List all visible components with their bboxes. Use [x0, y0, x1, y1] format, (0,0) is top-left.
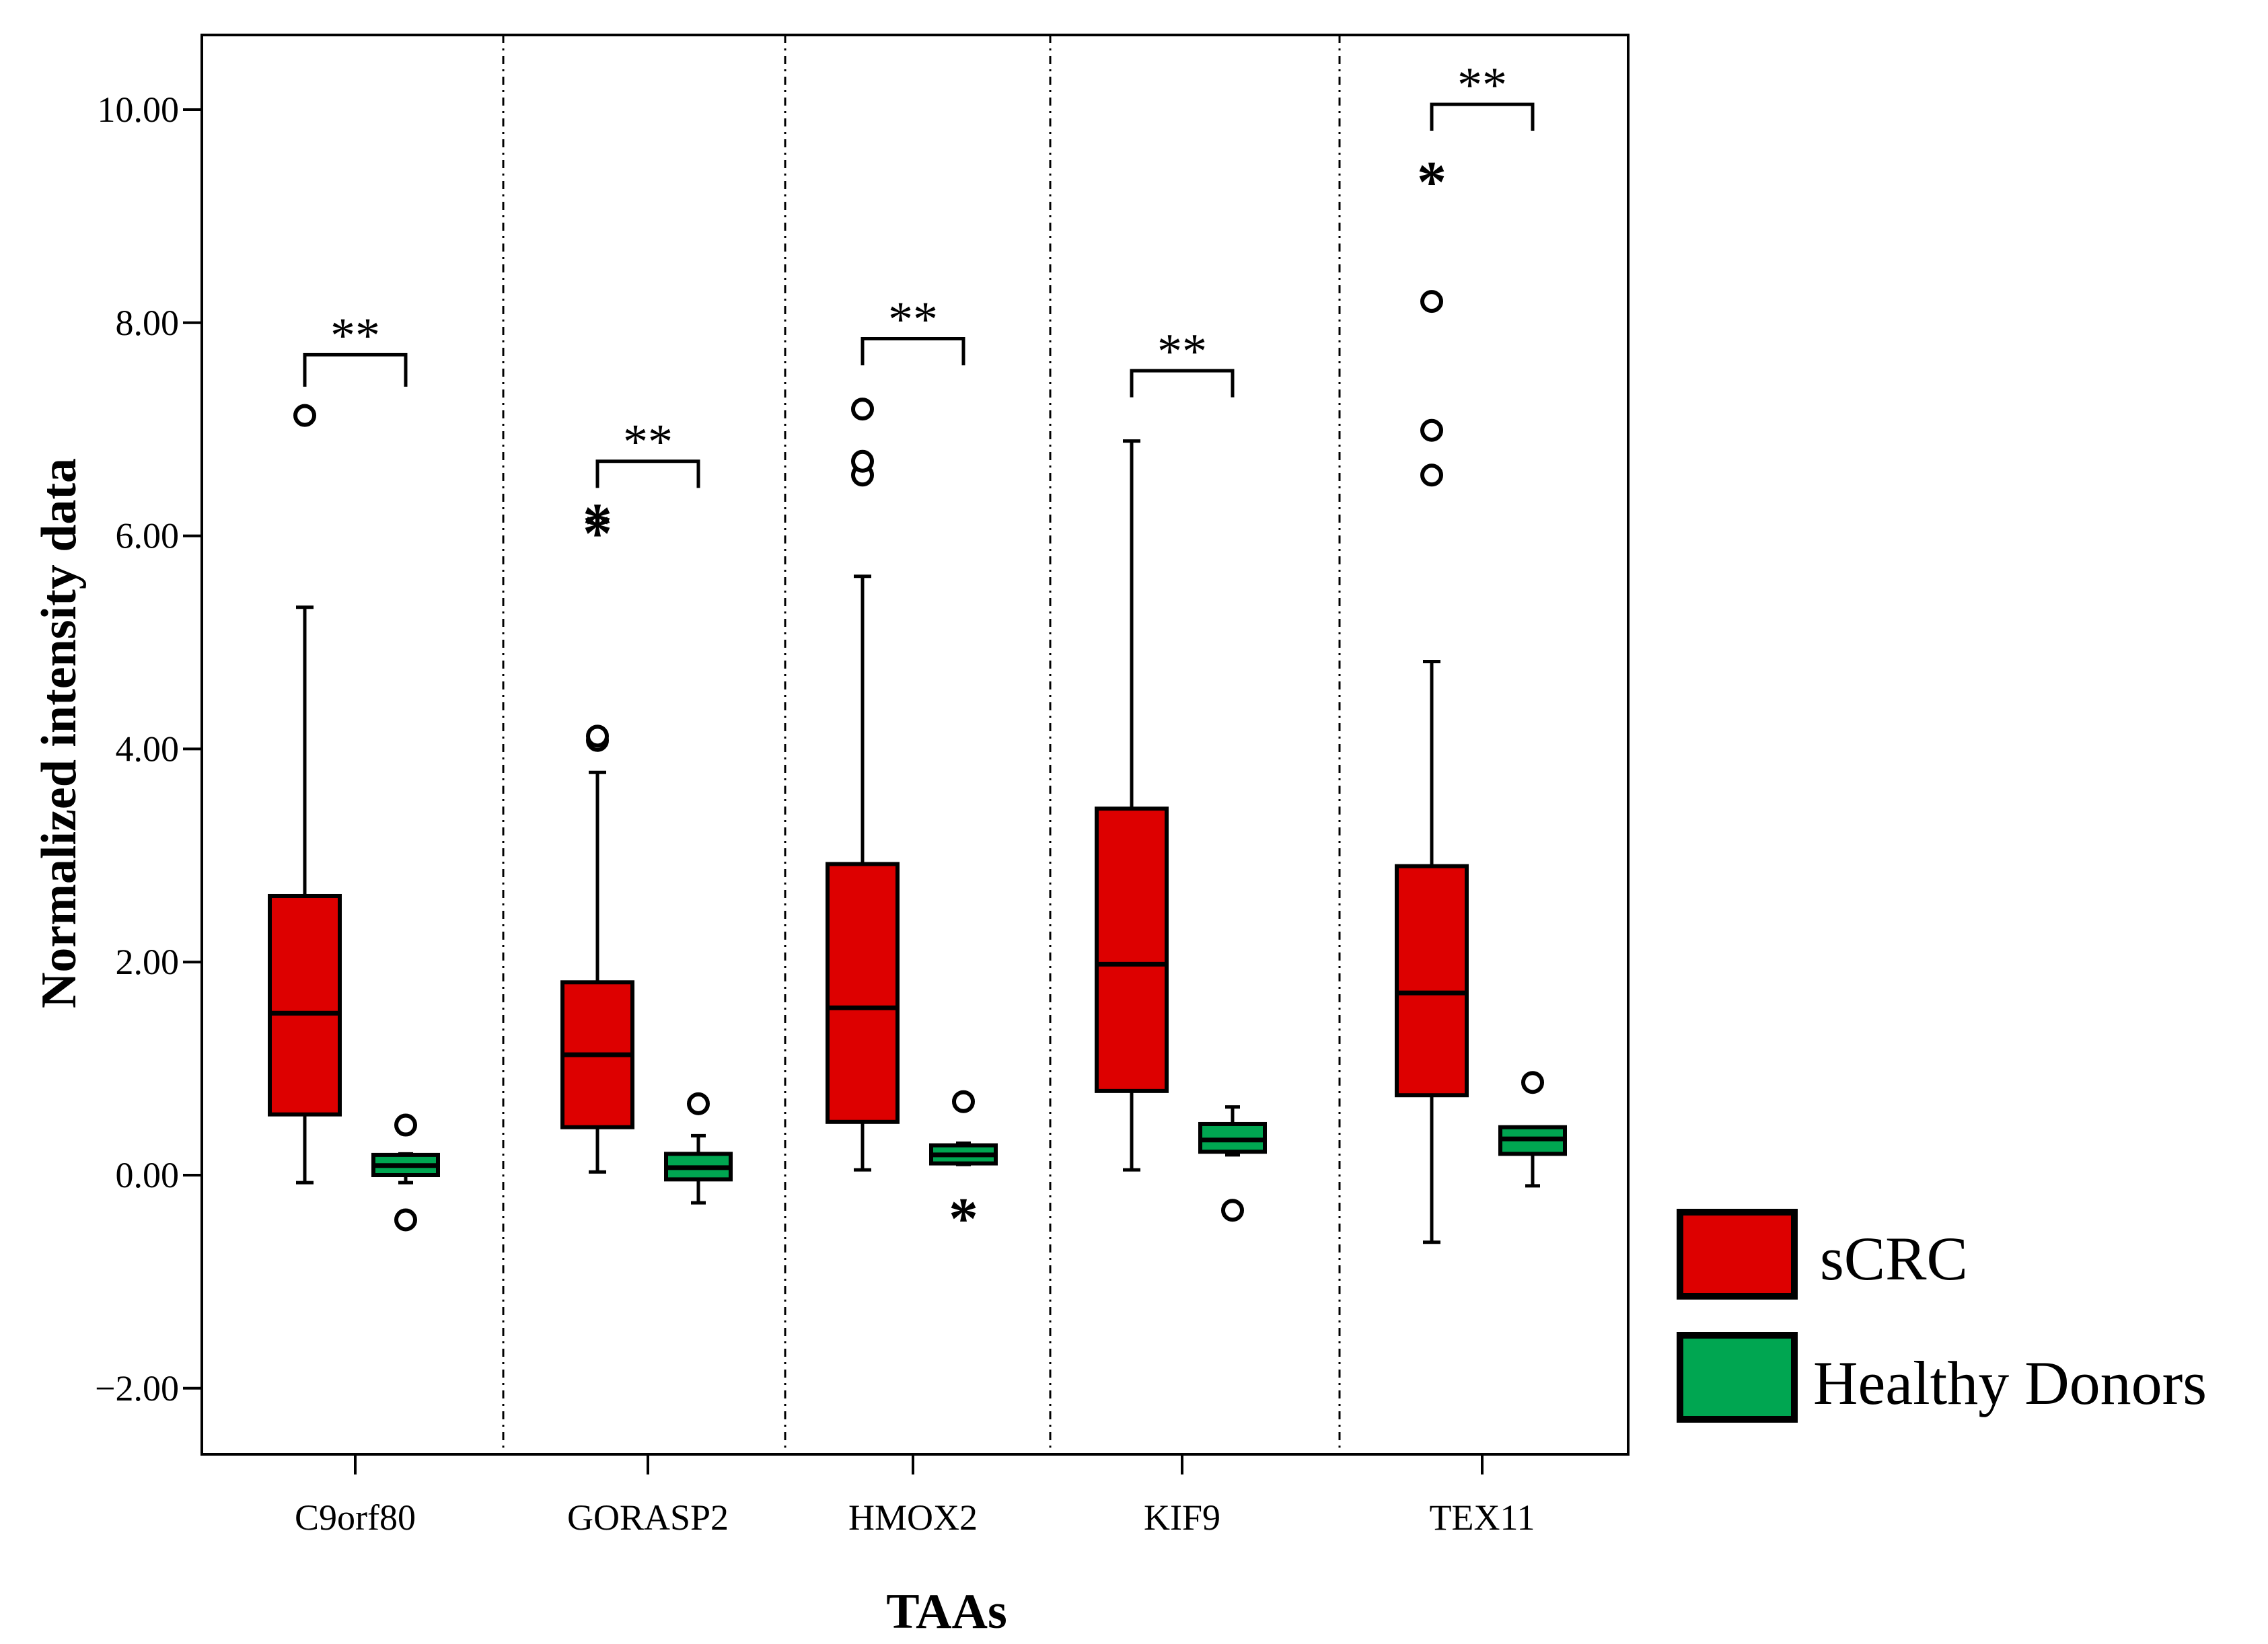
x-category-label: HMOX2	[848, 1497, 978, 1538]
x-category-label: TEX11	[1430, 1497, 1535, 1538]
x-axis-title: TAAs	[886, 1584, 1007, 1639]
plot-frame	[200, 34, 1630, 1456]
outlier-circle	[1521, 1071, 1544, 1094]
legend-label-healthy-donors: Healthy Donors	[1813, 1349, 2207, 1417]
outlier-circle	[952, 1090, 975, 1113]
box-scrc	[1095, 807, 1169, 1093]
y-tick-label: 8.00	[116, 303, 180, 343]
legend-swatch-scrc	[1677, 1209, 1798, 1300]
outlier-circle	[1420, 290, 1443, 313]
legend-label-scrc: sCRC	[1820, 1224, 1968, 1293]
significance-layer: ** ** ** ** **	[303, 58, 1535, 488]
x-category-label: C9orf80	[295, 1497, 416, 1538]
significance-bracket	[303, 352, 408, 387]
x-axis: C9orf80 GORASP2 HMOX2 KIF9 TEX11	[295, 1454, 1535, 1538]
y-axis-title: Normalized intensity data	[32, 458, 87, 1008]
box-scrc	[1395, 864, 1469, 1098]
x-category-label: GORASP2	[567, 1497, 729, 1538]
outlier-circle	[1420, 463, 1443, 487]
outlier-circle	[687, 1092, 710, 1115]
outlier-circle	[394, 1113, 417, 1137]
outlier-circle	[394, 1208, 417, 1232]
outlier-star: *	[583, 502, 612, 567]
outlier-star: *	[1417, 150, 1447, 215]
outlier-circle	[586, 724, 609, 748]
significance-label: **	[1157, 324, 1207, 379]
significance-bracket	[861, 337, 965, 366]
outlier-star: *	[583, 492, 612, 557]
box-scrc	[826, 862, 900, 1124]
outlier-circle	[1221, 1199, 1244, 1222]
category-separators	[502, 35, 1341, 1454]
y-tick-label: 2.00	[116, 942, 180, 982]
significance-bracket	[1130, 369, 1235, 398]
outlier-circle	[851, 449, 874, 473]
y-tick-label: 6.00	[116, 516, 180, 556]
significance-label: **	[623, 415, 673, 470]
box-scrc	[268, 893, 342, 1117]
legend-swatch-healthy-donors	[1677, 1332, 1798, 1423]
x-category-label: KIF9	[1144, 1497, 1220, 1538]
y-tick-label: 4.00	[116, 728, 180, 769]
legend: sCRC Healthy Donors	[1677, 1209, 2207, 1423]
outlier-layer: ****	[293, 150, 1544, 1252]
y-tick-label: 10.00	[98, 89, 180, 130]
box-layer	[268, 807, 1567, 1182]
significance-bracket	[595, 459, 700, 488]
significance-label: **	[1457, 58, 1507, 113]
significance-label: **	[888, 293, 938, 348]
outlier-circle	[1420, 418, 1443, 442]
significance-label: **	[330, 308, 380, 363]
outlier-star: *	[949, 1187, 978, 1252]
y-tick-label: 0.00	[116, 1155, 180, 1195]
y-tick-label: −2.00	[95, 1368, 179, 1409]
whisker-layer	[296, 439, 1540, 1244]
outlier-circle	[851, 398, 874, 421]
outlier-circle	[293, 404, 316, 427]
significance-bracket	[1430, 102, 1535, 131]
y-axis: −2.00 0.00 2.00 4.00 6.00 8.00 10.00	[95, 89, 202, 1409]
